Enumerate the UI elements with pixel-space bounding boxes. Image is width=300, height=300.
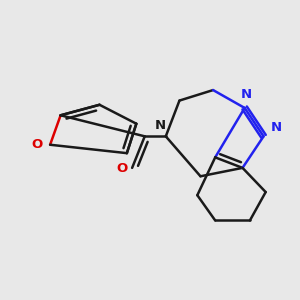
- Text: O: O: [32, 138, 43, 151]
- Text: N: N: [241, 88, 252, 101]
- Text: O: O: [116, 162, 127, 176]
- Text: N: N: [271, 122, 282, 134]
- Text: N: N: [155, 119, 166, 132]
